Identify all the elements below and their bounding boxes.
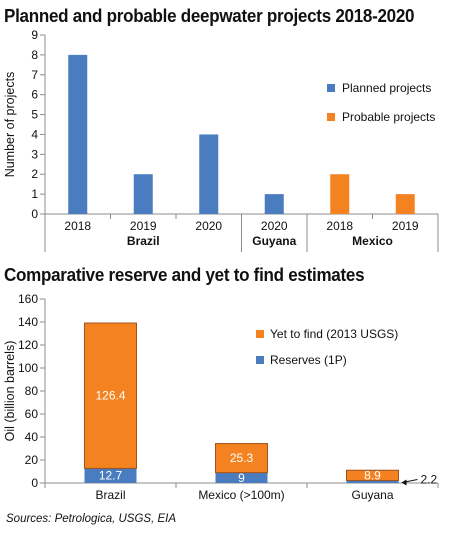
chart1-bar (264, 194, 284, 214)
chart2-y-tick-label: 40 (25, 430, 39, 444)
chart2-x-tick-label: Guyana (351, 488, 393, 502)
chart1-bar (395, 194, 415, 214)
chart1-x-tick-label: 2019 (130, 219, 157, 233)
chart2-legend-swatch (256, 356, 264, 364)
chart2-y-tick-label: 100 (18, 361, 38, 375)
chart2-y-tick-label: 0 (31, 476, 38, 490)
chart1-legend-swatch (327, 113, 335, 121)
chart1-bar (133, 174, 153, 214)
chart1-bar (68, 54, 88, 215)
chart1-group-label: Mexico (352, 234, 393, 248)
chart2-data-label: 8.9 (364, 468, 381, 482)
chart1-x-tick-label: 2018 (64, 219, 91, 233)
chart2-legend-label: Yet to find (2013 USGS) (270, 327, 398, 341)
chart2-bar-segment (215, 472, 268, 483)
chart2-y-tick-label: 80 (25, 384, 39, 398)
chart1-legend-swatch (327, 84, 335, 92)
chart1-title: Planned and probable deepwater projects … (4, 5, 415, 26)
chart1-legend-label: Probable projects (342, 110, 435, 124)
chart1-y-axis-label: Number of projects (3, 72, 17, 178)
chart2-legend-label: Reserves (1P) (270, 353, 347, 367)
chart1-y-tick-label: 6 (31, 88, 38, 102)
chart1-group-label: Guyana (252, 234, 296, 248)
chart1-y-tick-label: 0 (31, 207, 38, 221)
chart2-bar-segment (346, 469, 399, 481)
chart1-y-tick-label: 2 (31, 167, 38, 181)
chart1-y-tick-label: 9 (31, 28, 38, 42)
chart2-data-label: 9 (238, 471, 245, 485)
chart2-data-label: 2.2 (421, 472, 438, 486)
chart2-data-label: 126.4 (95, 389, 125, 403)
chart2-bar-segment (84, 322, 137, 469)
chart1-x-tick-label: 2018 (326, 219, 353, 233)
source-note: Sources: Petrologica, USGS, EIA (6, 513, 177, 525)
chart2-y-tick-label: 60 (25, 407, 39, 421)
chart2-title: Comparative reserve and yet to find esti… (4, 264, 365, 285)
chart2-x-tick-label: Brazil (95, 488, 125, 502)
chart2-y-tick-label: 160 (18, 292, 38, 306)
chart1-y-tick-label: 5 (31, 108, 38, 122)
chart2-y-tick-label: 140 (18, 315, 38, 329)
chart2-x-tick-label: Mexico (>100m) (198, 488, 284, 502)
chart2-bar-segment (215, 443, 268, 474)
chart2-legend-swatch (256, 330, 264, 338)
chart1-x-tick-label: 2020 (195, 219, 222, 233)
chart2-data-label: 25.3 (230, 451, 254, 465)
chart1-bar (199, 134, 219, 214)
chart1-y-tick-label: 4 (31, 127, 38, 141)
chart2-data-label: 12.7 (99, 469, 123, 483)
chart1-bar (330, 174, 350, 214)
chart1-y-tick-label: 7 (31, 68, 38, 82)
chart1-group-label: Brazil (127, 234, 160, 248)
chart2-callout-arrow (401, 479, 407, 486)
chart1-y-tick-label: 1 (31, 187, 38, 201)
chart1-x-tick-label: 2019 (392, 219, 419, 233)
chart1-legend-label: Planned projects (342, 81, 431, 95)
chart2-y-tick-label: 20 (25, 453, 39, 467)
chart2-y-tick-label: 120 (18, 338, 38, 352)
chart2-bar-segment (84, 468, 137, 483)
chart1-y-tick-label: 3 (31, 147, 38, 161)
chart2-bar-segment (346, 480, 399, 483)
chart2-y-axis-label: Oil (billion barrels) (3, 341, 17, 442)
chart1-x-tick-label: 2020 (261, 219, 288, 233)
chart1-y-tick-label: 8 (31, 48, 38, 62)
